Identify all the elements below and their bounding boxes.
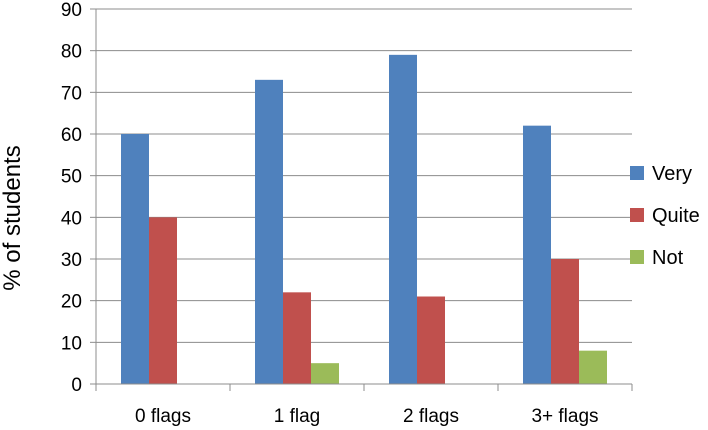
- y-axis: 0 10 20 30 40 50 60 70 80 90: [61, 0, 97, 396]
- y-tick-label: 20: [61, 292, 82, 313]
- y-axis-title: % of students: [0, 145, 26, 290]
- y-tick-label: 70: [61, 83, 82, 104]
- y-tick-label: 0: [71, 375, 82, 396]
- bar-very-1: [255, 79, 283, 384]
- legend-swatch-quite: [630, 208, 644, 222]
- legend-label-quite: Quite: [652, 205, 700, 227]
- y-tick-label: 80: [61, 42, 82, 63]
- category-label: 1 flag: [274, 406, 320, 427]
- y-tick-label: 30: [61, 250, 82, 271]
- gridlines: [96, 8, 632, 343]
- y-tick-label: 90: [61, 0, 82, 21]
- bar-quite-0: [149, 217, 177, 384]
- bar-quite-2: [417, 296, 445, 384]
- legend-label-very: Very: [652, 163, 692, 185]
- bar-not-1: [311, 363, 339, 384]
- category-label: 3+ flags: [531, 406, 598, 427]
- bar-very-0: [121, 134, 149, 384]
- category-label: 2 flags: [403, 406, 459, 427]
- legend-label-not: Not: [652, 247, 684, 269]
- y-tick-label: 50: [61, 167, 82, 188]
- bar-very-3: [523, 125, 551, 385]
- legend-swatch-very: [630, 166, 644, 180]
- bars: [121, 54, 607, 385]
- category-label: 0 flags: [135, 406, 191, 427]
- y-tick-label: 60: [61, 125, 82, 146]
- bar-quite-1: [283, 292, 311, 384]
- y-tick-label: 40: [61, 208, 82, 229]
- legend-swatch-not: [630, 250, 644, 264]
- y-tick-label: 10: [61, 333, 82, 354]
- bar-not-3: [579, 350, 607, 384]
- bar-very-2: [389, 54, 417, 384]
- bar-quite-3: [551, 259, 579, 384]
- legend: Very Quite Not: [630, 163, 700, 269]
- x-axis: 0 flags 1 flag 2 flags 3+ flags: [95, 383, 633, 427]
